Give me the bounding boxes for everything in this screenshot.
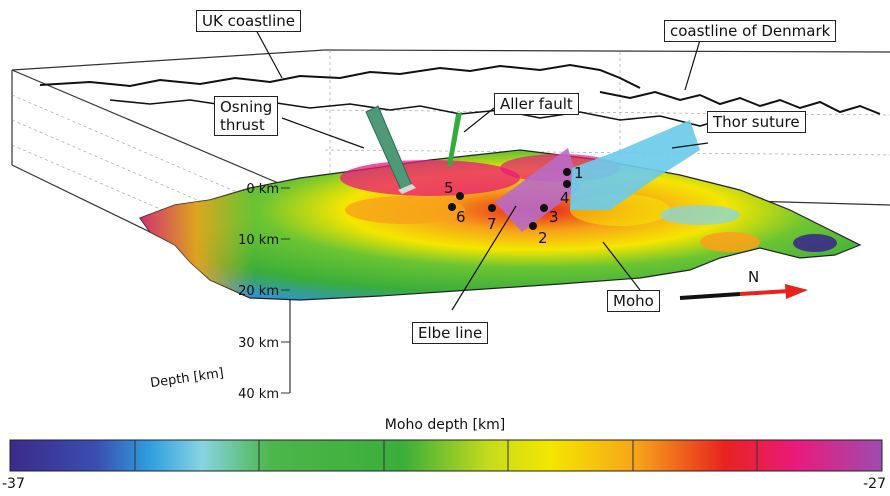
site-label-4: 4 [560, 189, 570, 207]
denmark-coastline-callout: coastline of Denmark [664, 20, 837, 42]
elbe-line-callout: Elbe line [412, 322, 489, 344]
site-label-6: 6 [456, 208, 466, 226]
coastline-detail [109, 99, 721, 127]
depth-tick-30: 30 km [238, 336, 279, 351]
site-label-1: 1 [574, 164, 584, 182]
uk-coastline-line [39, 63, 641, 89]
depth-tick-10: 10 km [238, 233, 279, 248]
leader-lines [254, 27, 709, 311]
colorbar-max-label: -27 [863, 476, 886, 492]
colorbar-dividers [134, 440, 758, 471]
north-arrow-label: N [748, 268, 759, 286]
site-label-3: 3 [549, 208, 559, 226]
uk-coastline-callout: UK coastline [196, 10, 301, 32]
depth-axis [281, 187, 290, 394]
osning-thrust-base [398, 184, 416, 194]
depth-tick-20: 20 km [238, 284, 279, 299]
osning-thrust-callout: Osning thrust [214, 96, 279, 136]
colorbar [9, 439, 883, 472]
site-label-5: 5 [444, 179, 454, 197]
colorbar-title: Moho depth [km] [384, 417, 506, 433]
aller-fault-callout: Aller fault [494, 93, 579, 115]
north-arrow [679, 284, 808, 300]
colorbar-min-label: -37 [2, 476, 25, 492]
aller-fault-plane [447, 112, 462, 167]
measurement-sites [448, 168, 571, 230]
thor-suture-plane [570, 120, 700, 210]
moho-callout: Moho [607, 290, 660, 312]
depth-tick-0: 0 km [246, 182, 279, 197]
thor-suture-callout: Thor suture [707, 111, 806, 133]
elbe-line-plane [495, 148, 580, 232]
site-label-7: 7 [487, 215, 497, 233]
denmark-coastline-line [599, 90, 881, 115]
depth-tick-40: 40 km [238, 387, 279, 402]
site-label-2: 2 [538, 229, 548, 247]
